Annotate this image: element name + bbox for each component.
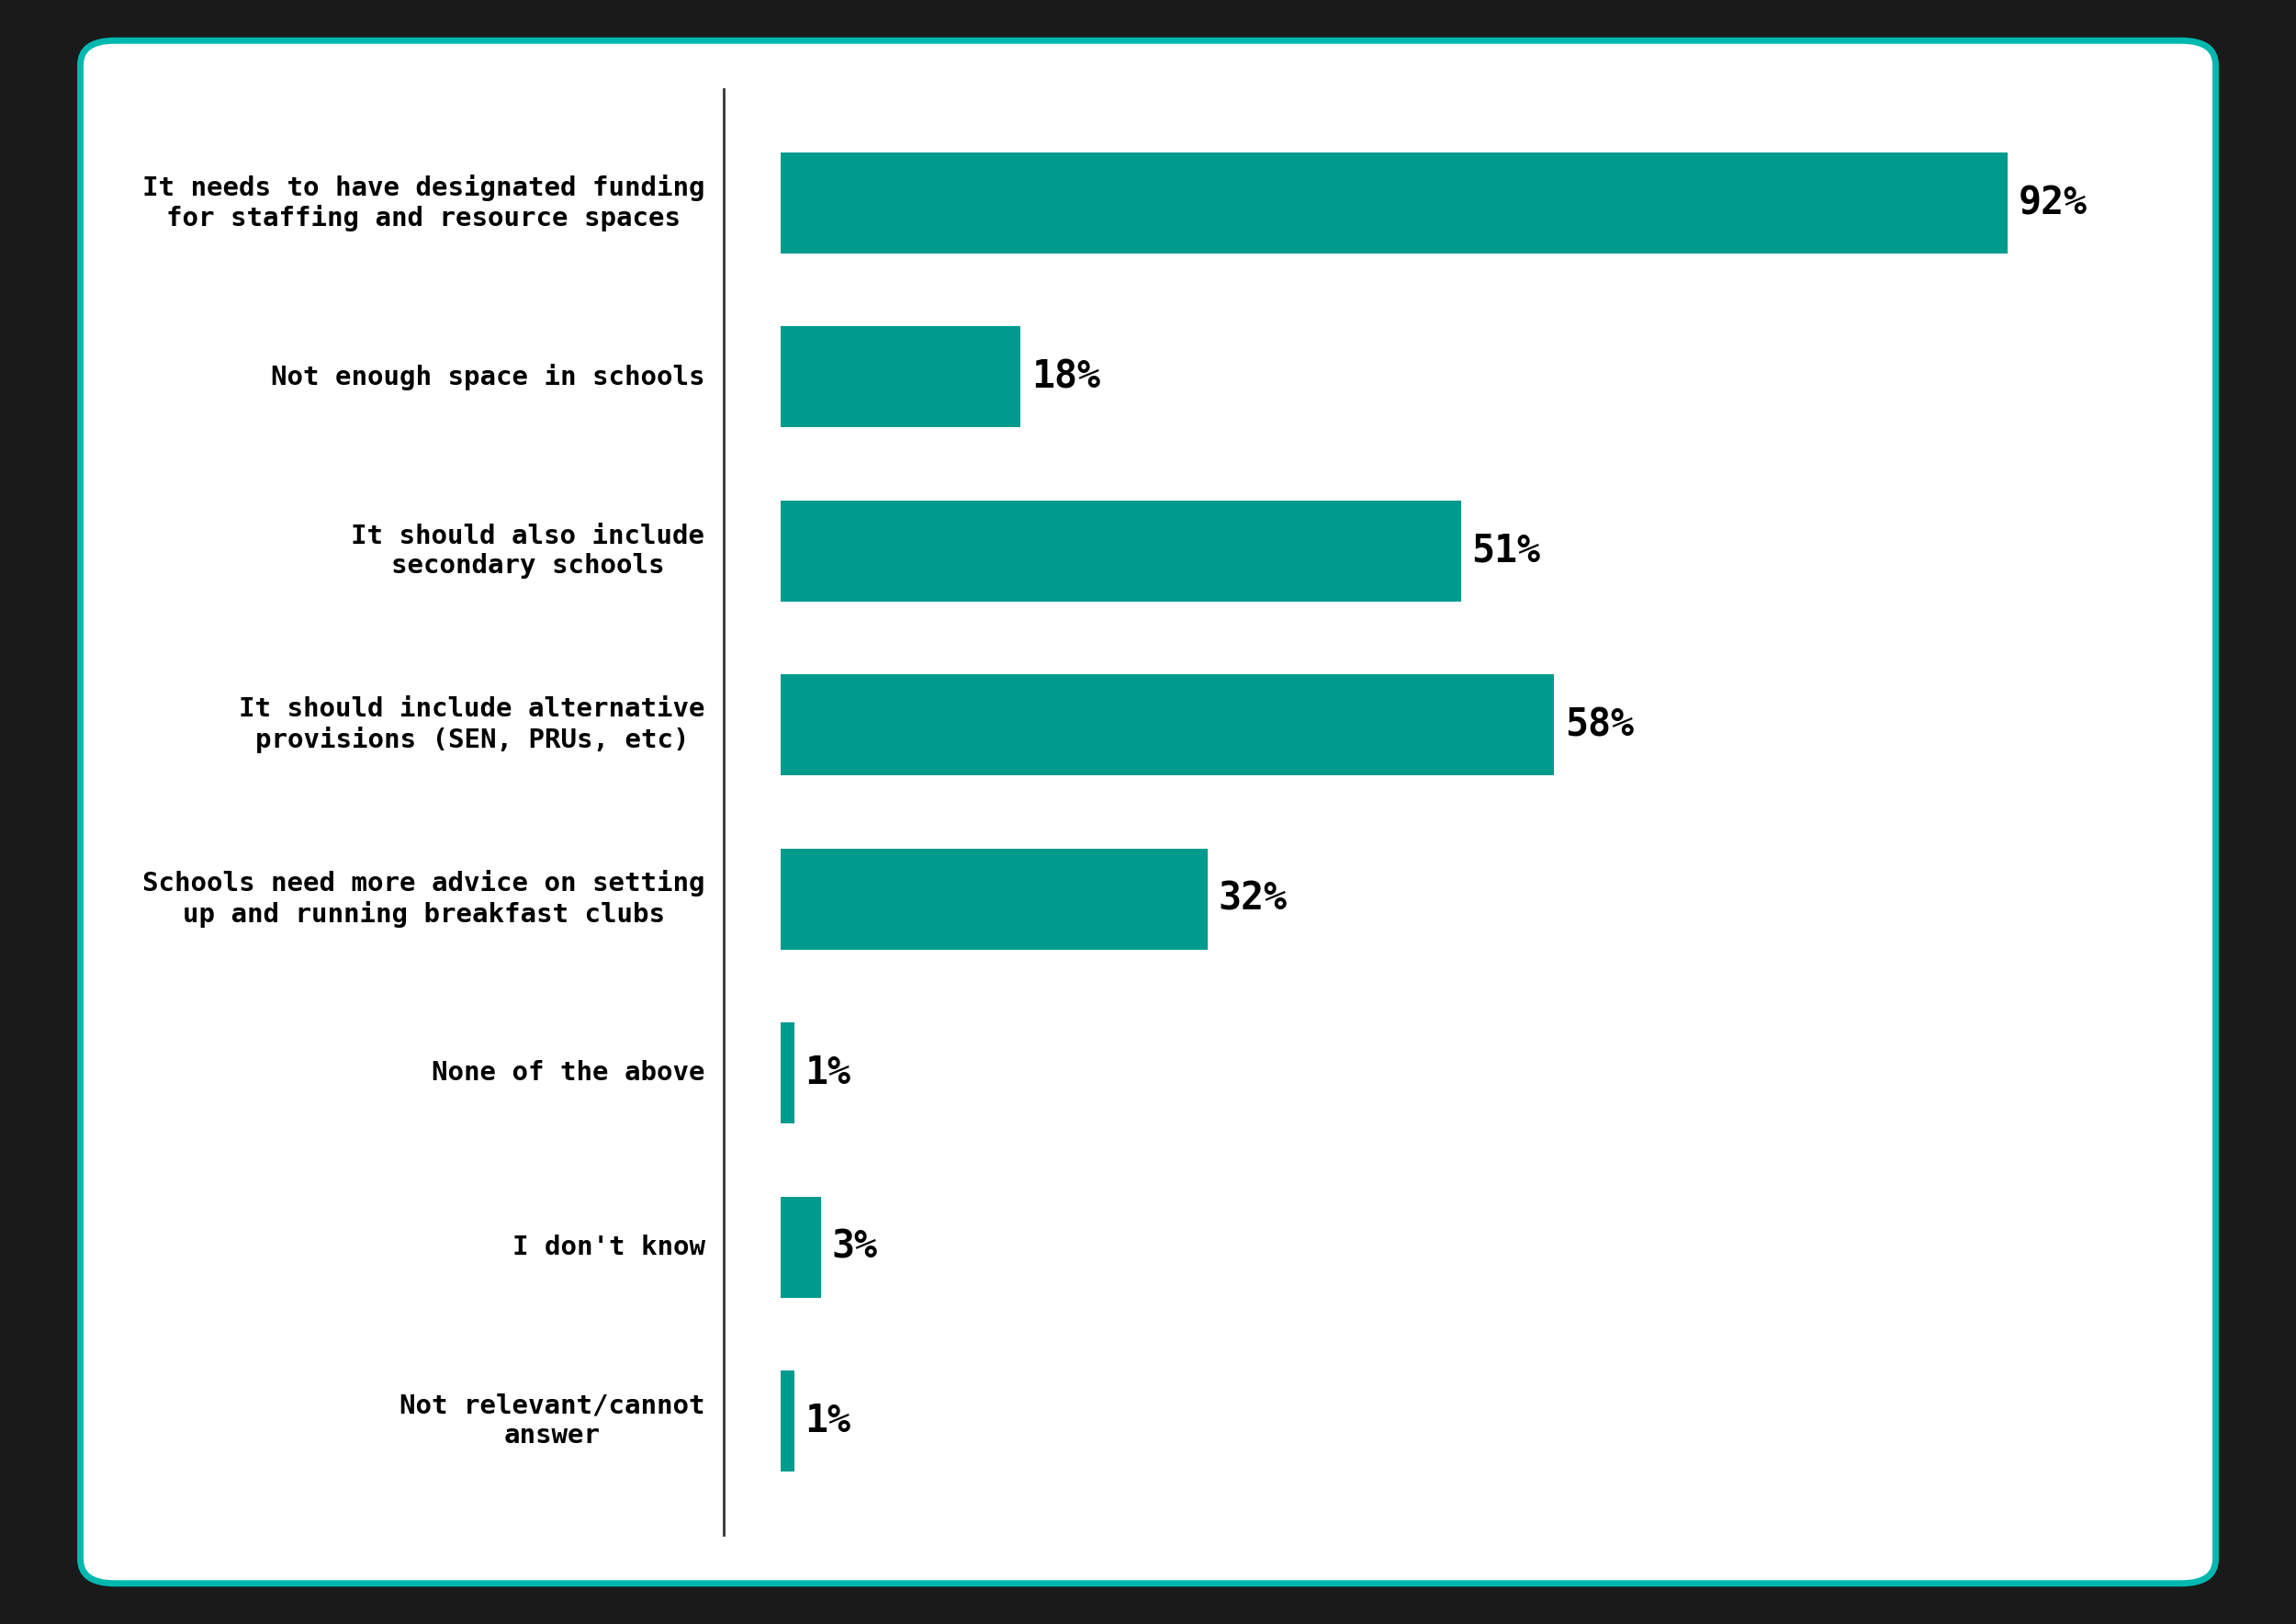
Bar <box>781 500 1460 601</box>
Bar <box>781 153 2007 253</box>
Bar <box>781 848 1208 950</box>
Bar <box>781 1371 794 1471</box>
Text: Not relevant/cannot
answer: Not relevant/cannot answer <box>400 1393 705 1449</box>
Text: 18%: 18% <box>1031 357 1100 396</box>
Bar <box>781 1023 794 1124</box>
Text: 58%: 58% <box>1566 706 1635 744</box>
Text: 1%: 1% <box>804 1054 850 1093</box>
Text: 1%: 1% <box>804 1402 850 1440</box>
Bar <box>781 326 1022 427</box>
Text: It should also include
secondary schools: It should also include secondary schools <box>351 523 705 578</box>
Text: Not enough space in schools: Not enough space in schools <box>271 364 705 390</box>
Text: 92%: 92% <box>2018 184 2087 222</box>
Text: None of the above: None of the above <box>432 1060 705 1086</box>
Text: 3%: 3% <box>831 1228 877 1267</box>
Text: I don't know: I don't know <box>512 1234 705 1260</box>
Bar <box>781 1197 820 1298</box>
Text: It should include alternative
provisions (SEN, PRUs, etc): It should include alternative provisions… <box>239 697 705 754</box>
Text: It needs to have designated funding
for staffing and resource spaces: It needs to have designated funding for … <box>142 174 705 232</box>
Text: Schools need more advice on setting
up and running breakfast clubs: Schools need more advice on setting up a… <box>142 870 705 927</box>
Text: 32%: 32% <box>1219 880 1288 918</box>
Text: 51%: 51% <box>1472 531 1541 570</box>
Bar <box>781 674 1554 775</box>
